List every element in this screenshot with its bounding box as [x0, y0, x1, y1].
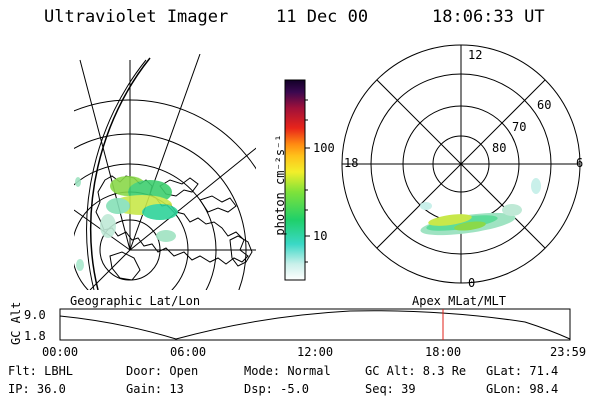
filter-info: Flt: LBHL — [8, 364, 74, 378]
mlat-label-60: 60 — [537, 98, 552, 112]
ip-info: IP: 36.0 — [8, 382, 66, 396]
time-label: 18:06:33 UT — [432, 7, 545, 27]
mlt-label-18: 18 — [344, 156, 359, 170]
mlat-label-80: 80 — [492, 141, 507, 155]
gc-alt-ytick-low: 1.8 — [24, 329, 46, 343]
door-info: Door: Open — [126, 364, 199, 378]
time-tick-2359: 23:59 — [550, 345, 587, 359]
dsp-info: Dsp: -5.0 — [244, 382, 310, 396]
gc-alt-ylabel: GC Alt — [9, 301, 23, 345]
time-tick-0600: 06:00 — [170, 345, 207, 359]
glon-info: GLon: 98.4 — [486, 382, 559, 396]
mode-info: Mode: Normal — [244, 364, 331, 378]
colorbar-tick-10: 10 — [313, 229, 328, 243]
time-tick-1200: 12:00 — [297, 345, 334, 359]
gain-info: Gain: 13 — [126, 382, 184, 396]
mlt-label-0: 0 — [468, 276, 476, 290]
mlt-label-6: 6 — [576, 156, 584, 170]
mlat-label-70: 70 — [512, 120, 527, 134]
seq-info: Seq: 39 — [365, 382, 416, 396]
gc-alt-curve — [59, 310, 571, 340]
date-label: 11 Dec 00 — [276, 7, 369, 27]
mlt-label-12: 12 — [468, 48, 483, 62]
colorbar-tick-100: 100 — [313, 141, 335, 155]
apex-label: Apex MLat/MLT — [412, 294, 506, 308]
geographic-label: Geographic Lat/Lon — [70, 294, 201, 308]
glat-info: GLat: 71.4 — [486, 364, 559, 378]
instrument-title: Ultraviolet Imager — [44, 7, 229, 27]
gc-alt-ytick-high: 9.0 — [24, 308, 46, 322]
time-tick-0000: 00:00 — [42, 345, 79, 359]
gc-alt-info: GC Alt: 8.3 Re — [365, 364, 467, 378]
time-tick-1800: 18:00 — [425, 345, 462, 359]
